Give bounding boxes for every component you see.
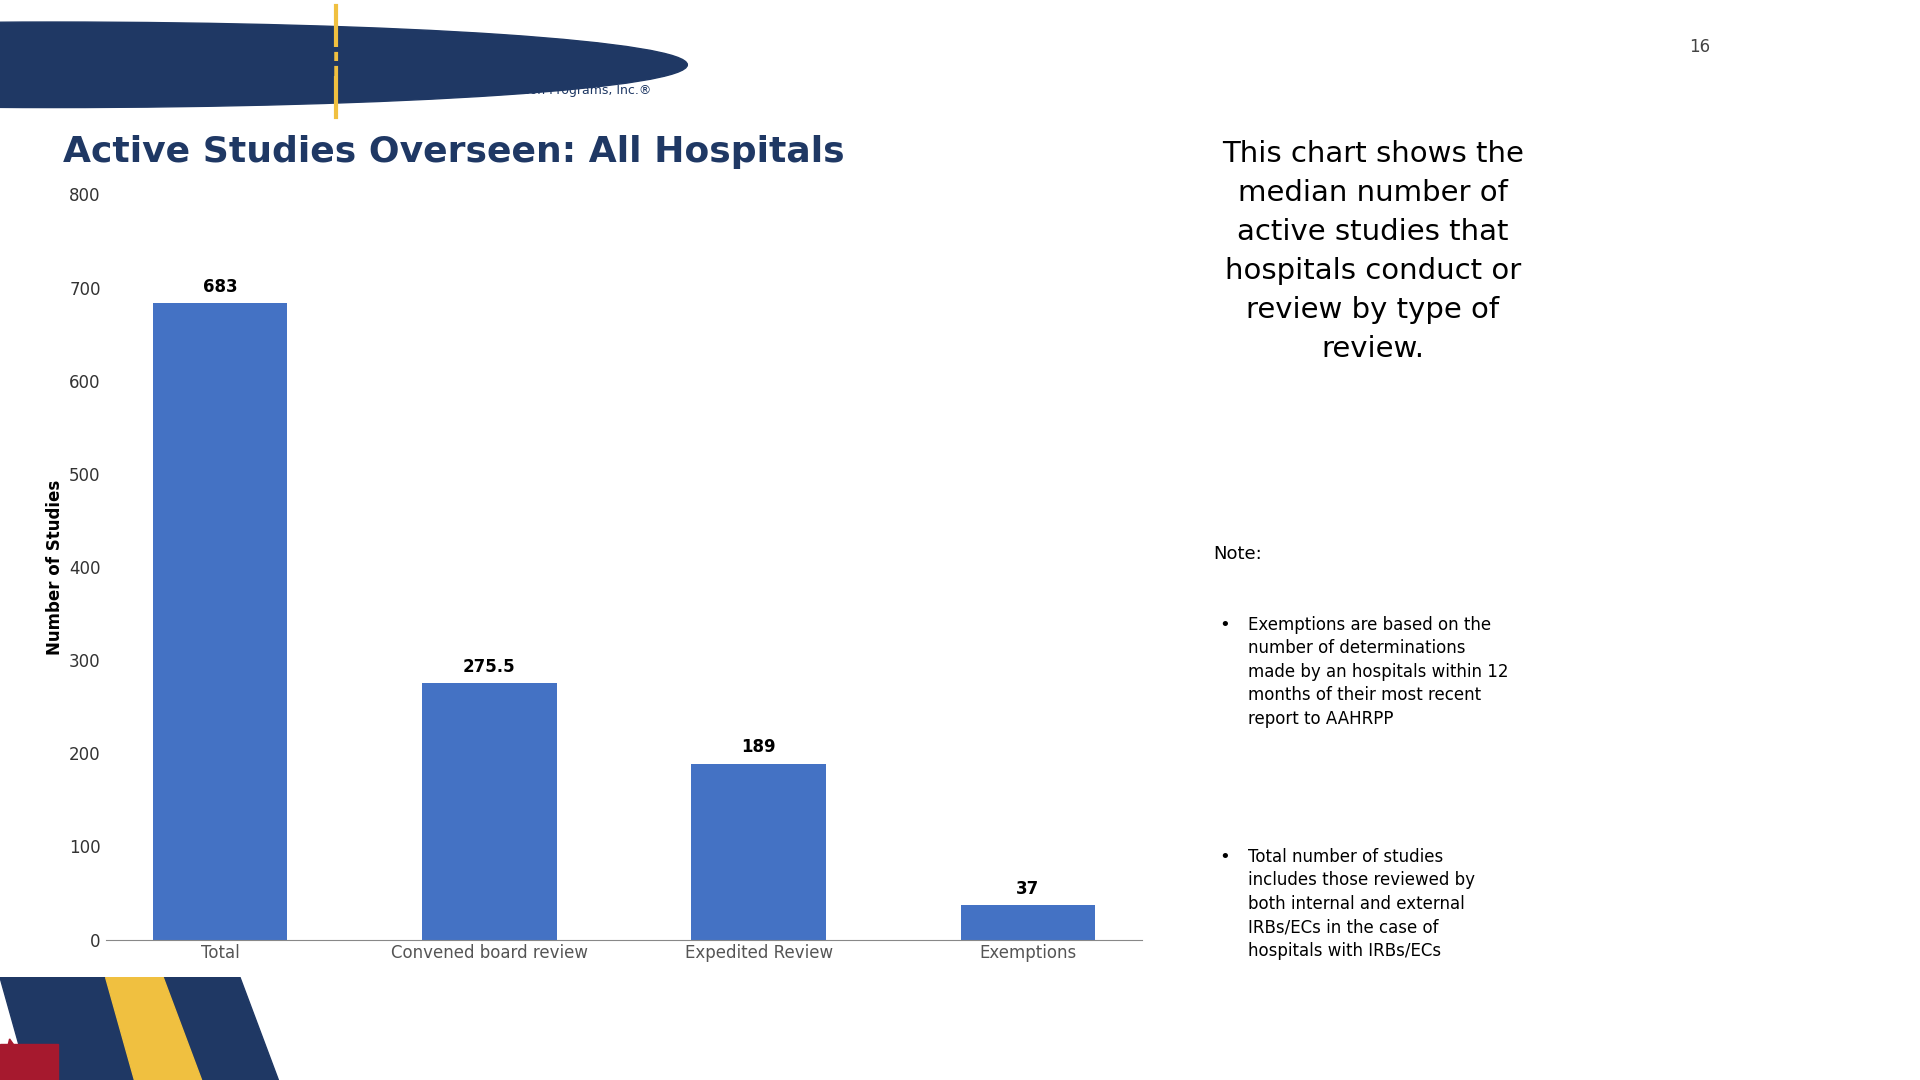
Text: This chart shows the
median number of
active studies that
hospitals conduct or
r: This chart shows the median number of ac… xyxy=(1221,140,1524,363)
Polygon shape xyxy=(0,1044,58,1080)
Bar xyxy=(422,683,557,940)
Text: 683: 683 xyxy=(204,278,238,296)
Bar xyxy=(960,905,1094,940)
Y-axis label: Number of Studies: Number of Studies xyxy=(46,480,63,654)
Circle shape xyxy=(0,22,687,108)
Polygon shape xyxy=(0,1039,38,1080)
Polygon shape xyxy=(106,977,202,1080)
Bar xyxy=(691,764,826,940)
Text: •: • xyxy=(1219,616,1231,634)
Text: 189: 189 xyxy=(741,738,776,756)
Text: Note:: Note: xyxy=(1213,545,1261,564)
Text: Exemptions are based on the
number of determinations
made by an hospitals within: Exemptions are based on the number of de… xyxy=(1248,616,1509,728)
Text: 16: 16 xyxy=(1688,38,1711,56)
Text: Association for the Accreditation: Association for the Accreditation xyxy=(355,39,559,52)
Text: Total number of studies
includes those reviewed by
both internal and external
IR: Total number of studies includes those r… xyxy=(1248,848,1475,960)
Text: 275.5: 275.5 xyxy=(463,658,516,675)
Text: •: • xyxy=(1219,848,1231,866)
Polygon shape xyxy=(0,977,163,1080)
Text: Active Studies Overseen: All Hospitals: Active Studies Overseen: All Hospitals xyxy=(63,135,845,168)
Text: 37: 37 xyxy=(1016,880,1039,897)
Polygon shape xyxy=(144,977,278,1080)
Bar xyxy=(154,303,288,940)
Text: of Human Research Protection Programs, Inc.®: of Human Research Protection Programs, I… xyxy=(355,84,651,97)
Text: AAHRPP: AAHRPP xyxy=(173,45,353,84)
